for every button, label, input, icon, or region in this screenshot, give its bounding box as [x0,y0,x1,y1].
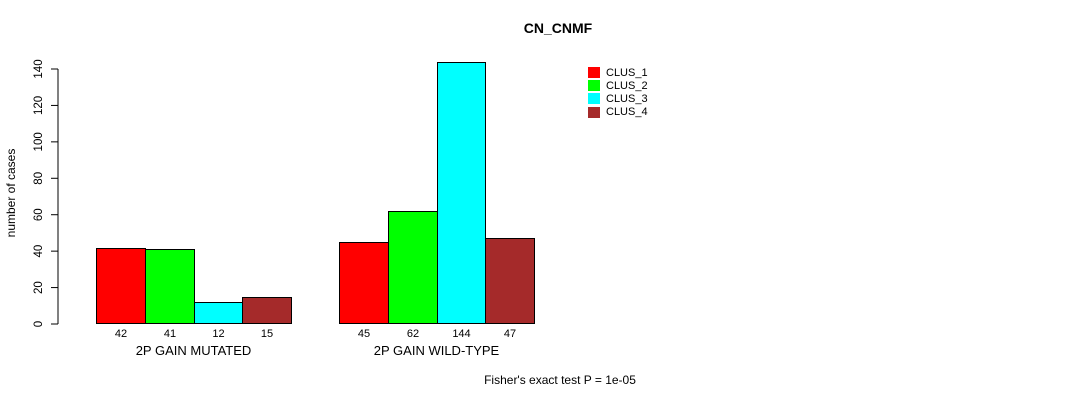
bar-value-label: 62 [406,328,420,340]
bar-value-label: 41 [163,328,177,340]
y-tick-label: 100 [33,132,45,151]
y-tick-label: 80 [33,172,45,185]
legend-swatch-clus_2 [588,80,600,92]
y-tick-label: 140 [33,59,45,78]
bar-clus_3-group1 [194,302,243,324]
y-tick-label: 40 [33,245,45,258]
legend-swatch-clus_1 [588,67,600,79]
bar-value-label: 47 [503,328,517,340]
y-tick-label: 20 [33,281,45,294]
legend-label: CLUS_4 [606,106,648,119]
legend-item-clus_1: CLUS_1 [588,66,648,79]
legend-item-clus_4: CLUS_4 [588,106,648,119]
group-label: 2P GAIN WILD-TYPE [373,343,500,358]
group-label: 2P GAIN MUTATED [135,343,252,358]
legend-item-clus_2: CLUS_2 [588,79,648,92]
bar-value-label: 12 [212,328,225,340]
legend-swatch-clus_3 [588,93,600,105]
bar-value-label: 42 [114,328,128,340]
legend-item-clus_3: CLUS_3 [588,92,648,105]
bar-clus_1-group1 [96,248,146,324]
legend-label: CLUS_2 [606,79,648,92]
y-tick-label: 60 [33,208,45,221]
bar-clus_2-group1 [145,249,195,324]
chart-title: CN_CNMF [523,20,593,36]
bar-clus_4-group1 [242,297,292,324]
legend-swatch-clus_4 [588,106,600,118]
legend-label: CLUS_3 [606,92,648,105]
bar-clus_1-group2 [339,242,389,324]
y-tick-label: 0 [33,321,45,327]
bar-value-label: 15 [260,328,274,340]
legend-label: CLUS_1 [606,66,648,79]
bar-value-label: 144 [452,328,471,340]
legend: CLUS_1 CLUS_2 CLUS_3 CLUS_4 [588,66,648,119]
bar-clus_4-group2 [485,238,535,324]
bar-value-label: 45 [357,328,371,340]
stat-test-note: Fisher's exact test P = 1e-05 [484,373,636,387]
bar-clus_2-group2 [388,211,438,324]
y-tick-label: 120 [33,96,45,115]
bar-clus_3-group2 [437,62,486,324]
